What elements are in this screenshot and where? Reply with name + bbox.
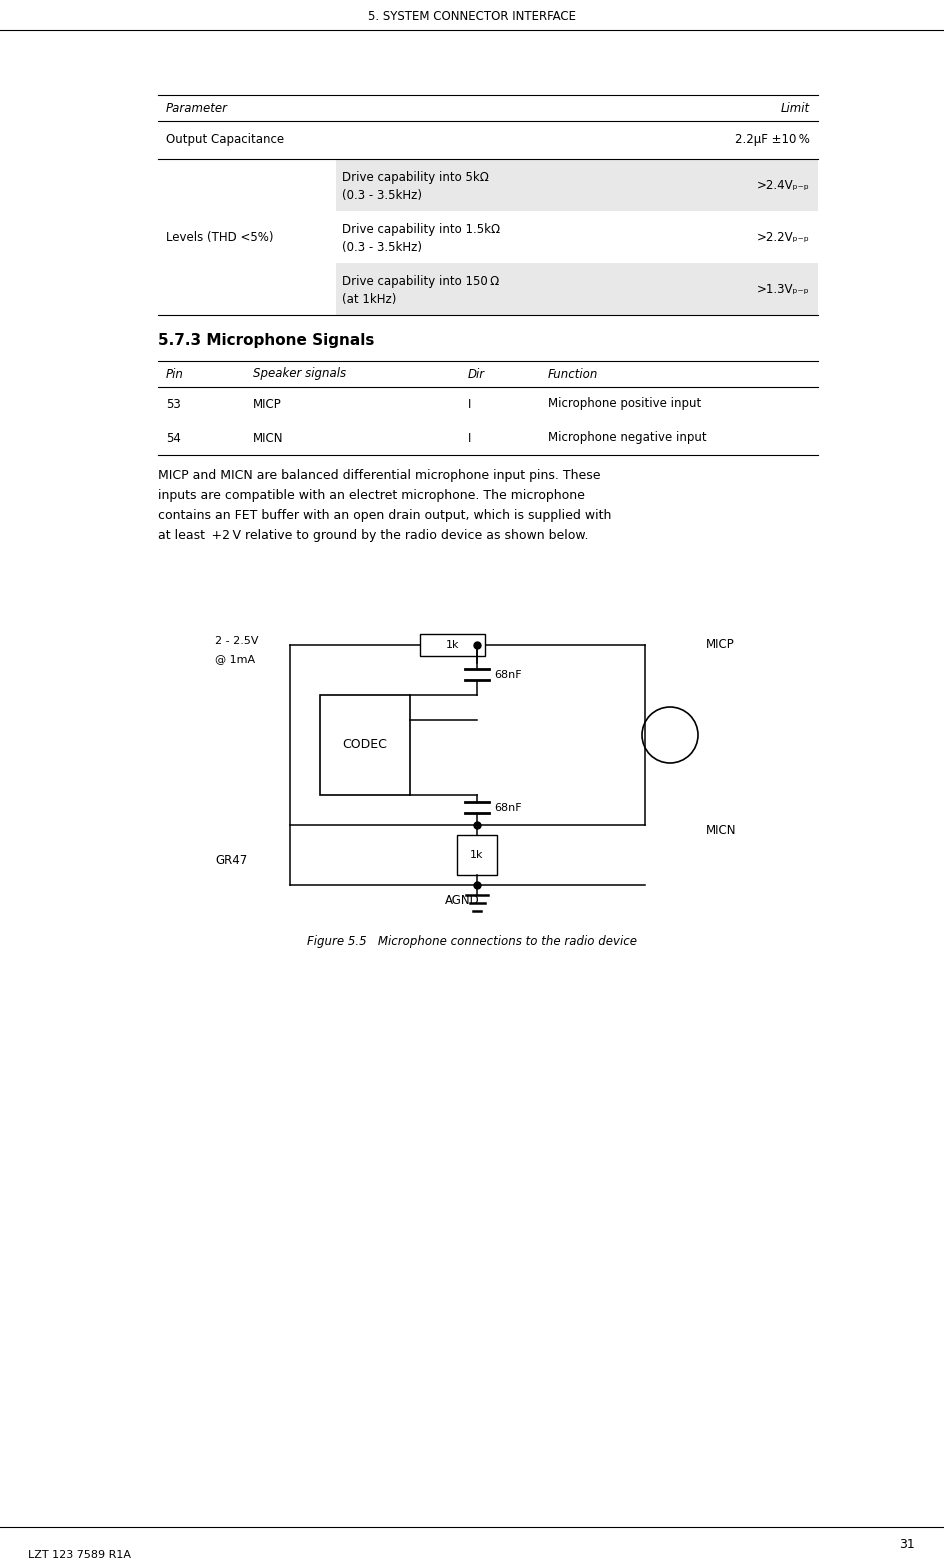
Text: 2.2μF ±10 %: 2.2μF ±10 % bbox=[734, 133, 809, 147]
Text: Limit: Limit bbox=[780, 102, 809, 114]
Text: Function: Function bbox=[548, 367, 598, 380]
Text: Drive capability into 150 Ω: Drive capability into 150 Ω bbox=[342, 275, 498, 288]
Text: Output Capacitance: Output Capacitance bbox=[166, 133, 284, 147]
Bar bbox=[419, 635, 484, 656]
Text: Drive capability into 5kΩ: Drive capability into 5kΩ bbox=[342, 170, 488, 183]
Text: 2 - 2.5V: 2 - 2.5V bbox=[215, 636, 259, 646]
Text: I: I bbox=[467, 431, 471, 444]
Text: (0.3 - 3.5kHz): (0.3 - 3.5kHz) bbox=[342, 189, 422, 202]
Bar bbox=[457, 835, 497, 875]
Text: MICP: MICP bbox=[253, 397, 281, 411]
Text: Levels (THD <5%): Levels (THD <5%) bbox=[166, 230, 273, 244]
Text: 53: 53 bbox=[166, 397, 180, 411]
Text: Parameter: Parameter bbox=[166, 102, 228, 114]
Text: I: I bbox=[467, 397, 471, 411]
Text: Microphone positive input: Microphone positive input bbox=[548, 397, 700, 411]
Text: 1k: 1k bbox=[470, 850, 483, 860]
Text: GR47: GR47 bbox=[215, 853, 247, 866]
Text: 31: 31 bbox=[899, 1538, 914, 1552]
Text: 1k: 1k bbox=[446, 639, 459, 650]
Text: MICP: MICP bbox=[705, 639, 734, 652]
Text: (at 1kHz): (at 1kHz) bbox=[342, 292, 396, 305]
Text: >2.4Vₚ₋ₚ: >2.4Vₚ₋ₚ bbox=[756, 178, 809, 192]
Text: Dir: Dir bbox=[467, 367, 484, 380]
Text: 68nF: 68nF bbox=[494, 671, 521, 680]
Text: LZT 123 7589 R1A: LZT 123 7589 R1A bbox=[28, 1550, 131, 1560]
Text: CODEC: CODEC bbox=[343, 738, 387, 752]
Bar bbox=[336, 159, 818, 211]
Text: at least  +2 V relative to ground by the radio device as shown below.: at least +2 V relative to ground by the … bbox=[158, 528, 588, 541]
Text: MICP and MICN are balanced differential microphone input pins. These: MICP and MICN are balanced differential … bbox=[158, 469, 599, 481]
Text: >1.3Vₚ₋ₚ: >1.3Vₚ₋ₚ bbox=[756, 283, 809, 295]
Bar bbox=[320, 696, 410, 796]
Text: 54: 54 bbox=[166, 431, 180, 444]
Text: MICN: MICN bbox=[253, 431, 283, 444]
Text: Drive capability into 1.5kΩ: Drive capability into 1.5kΩ bbox=[342, 222, 499, 236]
Text: >2.2Vₚ₋ₚ: >2.2Vₚ₋ₚ bbox=[756, 230, 809, 244]
Text: (0.3 - 3.5kHz): (0.3 - 3.5kHz) bbox=[342, 241, 422, 253]
Text: Microphone negative input: Microphone negative input bbox=[548, 431, 706, 444]
Text: 68nF: 68nF bbox=[494, 803, 521, 813]
Text: 5.7.3 Microphone Signals: 5.7.3 Microphone Signals bbox=[158, 333, 374, 349]
Bar bbox=[336, 263, 818, 316]
Text: @ 1mA: @ 1mA bbox=[215, 653, 255, 664]
Text: contains an FET buffer with an open drain output, which is supplied with: contains an FET buffer with an open drai… bbox=[158, 508, 611, 522]
Text: 5. SYSTEM CONNECTOR INTERFACE: 5. SYSTEM CONNECTOR INTERFACE bbox=[367, 9, 576, 22]
Text: AGND: AGND bbox=[445, 894, 480, 908]
Text: Speaker signals: Speaker signals bbox=[253, 367, 346, 380]
Text: MICN: MICN bbox=[705, 824, 735, 836]
Text: Pin: Pin bbox=[166, 367, 184, 380]
Text: inputs are compatible with an electret microphone. The microphone: inputs are compatible with an electret m… bbox=[158, 489, 584, 502]
Text: Figure 5.5   Microphone connections to the radio device: Figure 5.5 Microphone connections to the… bbox=[307, 936, 636, 949]
